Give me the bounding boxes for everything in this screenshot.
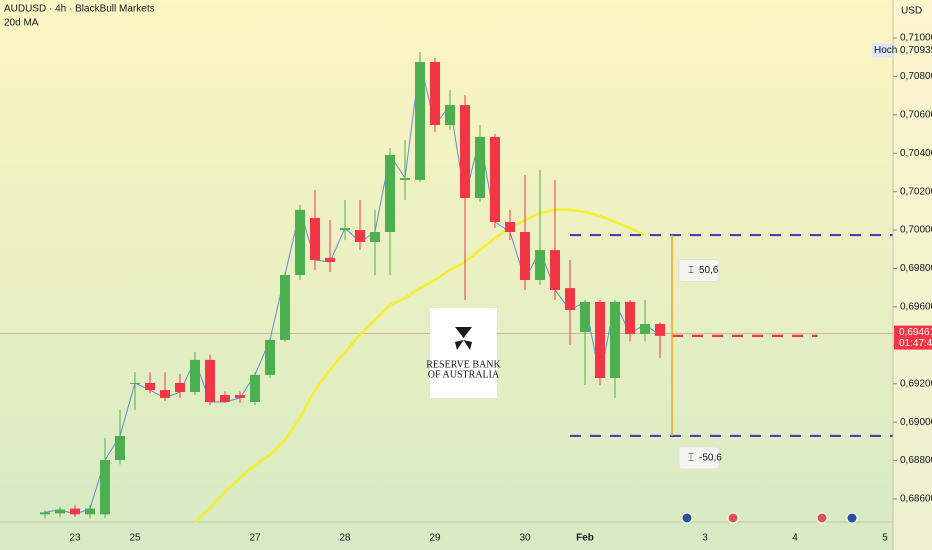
high-marker-label: 0,70935 [900, 45, 932, 56]
last-price-badge [894, 325, 932, 350]
candle-body [310, 217, 320, 261]
candle-body [490, 136, 500, 223]
candle-body [190, 359, 200, 392]
measure-label-box [678, 258, 720, 282]
rba-logo: RESERVE BANK OF AUSTRALIA [426, 308, 502, 398]
candle-body [355, 230, 365, 242]
high-marker-box [872, 43, 893, 58]
currency: USD [901, 6, 922, 17]
event-icon [846, 512, 858, 524]
candle-body [160, 390, 170, 398]
x-tick-label: Feb [576, 533, 594, 544]
candle-body [640, 323, 650, 334]
candle-body [295, 209, 305, 276]
candle-body [235, 395, 245, 398]
candle-body [595, 301, 605, 378]
candle-body [655, 323, 665, 336]
x-tick-label: 4 [792, 533, 798, 544]
logo-box [430, 308, 497, 398]
candle-body [415, 62, 425, 180]
candle-body [130, 382, 140, 384]
measure-label-box [678, 446, 720, 470]
event-icon [727, 512, 739, 524]
candle-body [85, 508, 95, 515]
measure-label: ⌶ 50,6 [678, 258, 720, 282]
candle-body [280, 275, 290, 340]
candle-body [430, 62, 440, 126]
measure-label-text: 50,6 [699, 265, 719, 276]
candle-body [550, 250, 560, 290]
candle-body [535, 250, 545, 281]
measure-icon: ⌶ [688, 265, 694, 276]
indicator-name: 20d MA [4, 18, 39, 29]
candle-body [340, 227, 350, 231]
candle-body [250, 374, 260, 402]
x-tick-label: 29 [429, 533, 441, 544]
candle-body [520, 232, 530, 281]
y-tick-label: 0,71000 [900, 33, 932, 44]
x-tick-label: 30 [519, 533, 531, 544]
logo-text: OF AUSTRALIA [428, 369, 500, 380]
x-tick-label: 28 [339, 533, 351, 544]
candle-body [145, 382, 155, 391]
x-tick-label: 3 [702, 533, 708, 544]
event-icons [681, 512, 858, 524]
logo-emblem [455, 327, 472, 350]
x-tick-label: 23 [69, 533, 81, 544]
measure-label: ⌶ -50,6 [678, 446, 722, 470]
candle-body [445, 105, 455, 126]
candle-body [385, 154, 395, 232]
countdown: 01:47:40 [899, 338, 932, 349]
candle-body [175, 382, 185, 392]
x-tick-label: 25 [129, 533, 141, 544]
candle-body [220, 395, 230, 402]
x-tick-label: 5 [882, 533, 888, 544]
candle-body [370, 232, 380, 242]
candle-body [40, 512, 50, 515]
x-tick-label: 27 [249, 533, 261, 544]
last-price-label: 0,69461 [899, 327, 932, 338]
candle-body [610, 301, 620, 378]
measure-label-text: -50,6 [699, 453, 722, 464]
event-icon [816, 512, 828, 524]
candle-body [400, 178, 410, 180]
candle-body [55, 509, 65, 514]
moving-average [194, 208, 646, 523]
candle-body [115, 435, 125, 460]
candle-body [100, 459, 110, 515]
candle-body [580, 301, 590, 333]
candle-body [505, 222, 515, 232]
candle-body [625, 301, 635, 334]
event-icon [681, 512, 693, 524]
candle-body [475, 136, 485, 199]
price-axis-bg [893, 0, 932, 550]
candle-body [205, 359, 215, 402]
candle-body [70, 508, 80, 515]
candle-body [265, 339, 275, 375]
candle-body [325, 257, 335, 262]
candle-body [565, 288, 575, 310]
measure-icon: ⌶ [688, 453, 694, 464]
chart-title: AUDUSD · 4h · BlackBull Markets [4, 4, 155, 15]
candle-body [460, 105, 470, 199]
logo-text: RESERVE BANK [426, 359, 501, 370]
high-marker-text: Hoch [874, 45, 897, 56]
